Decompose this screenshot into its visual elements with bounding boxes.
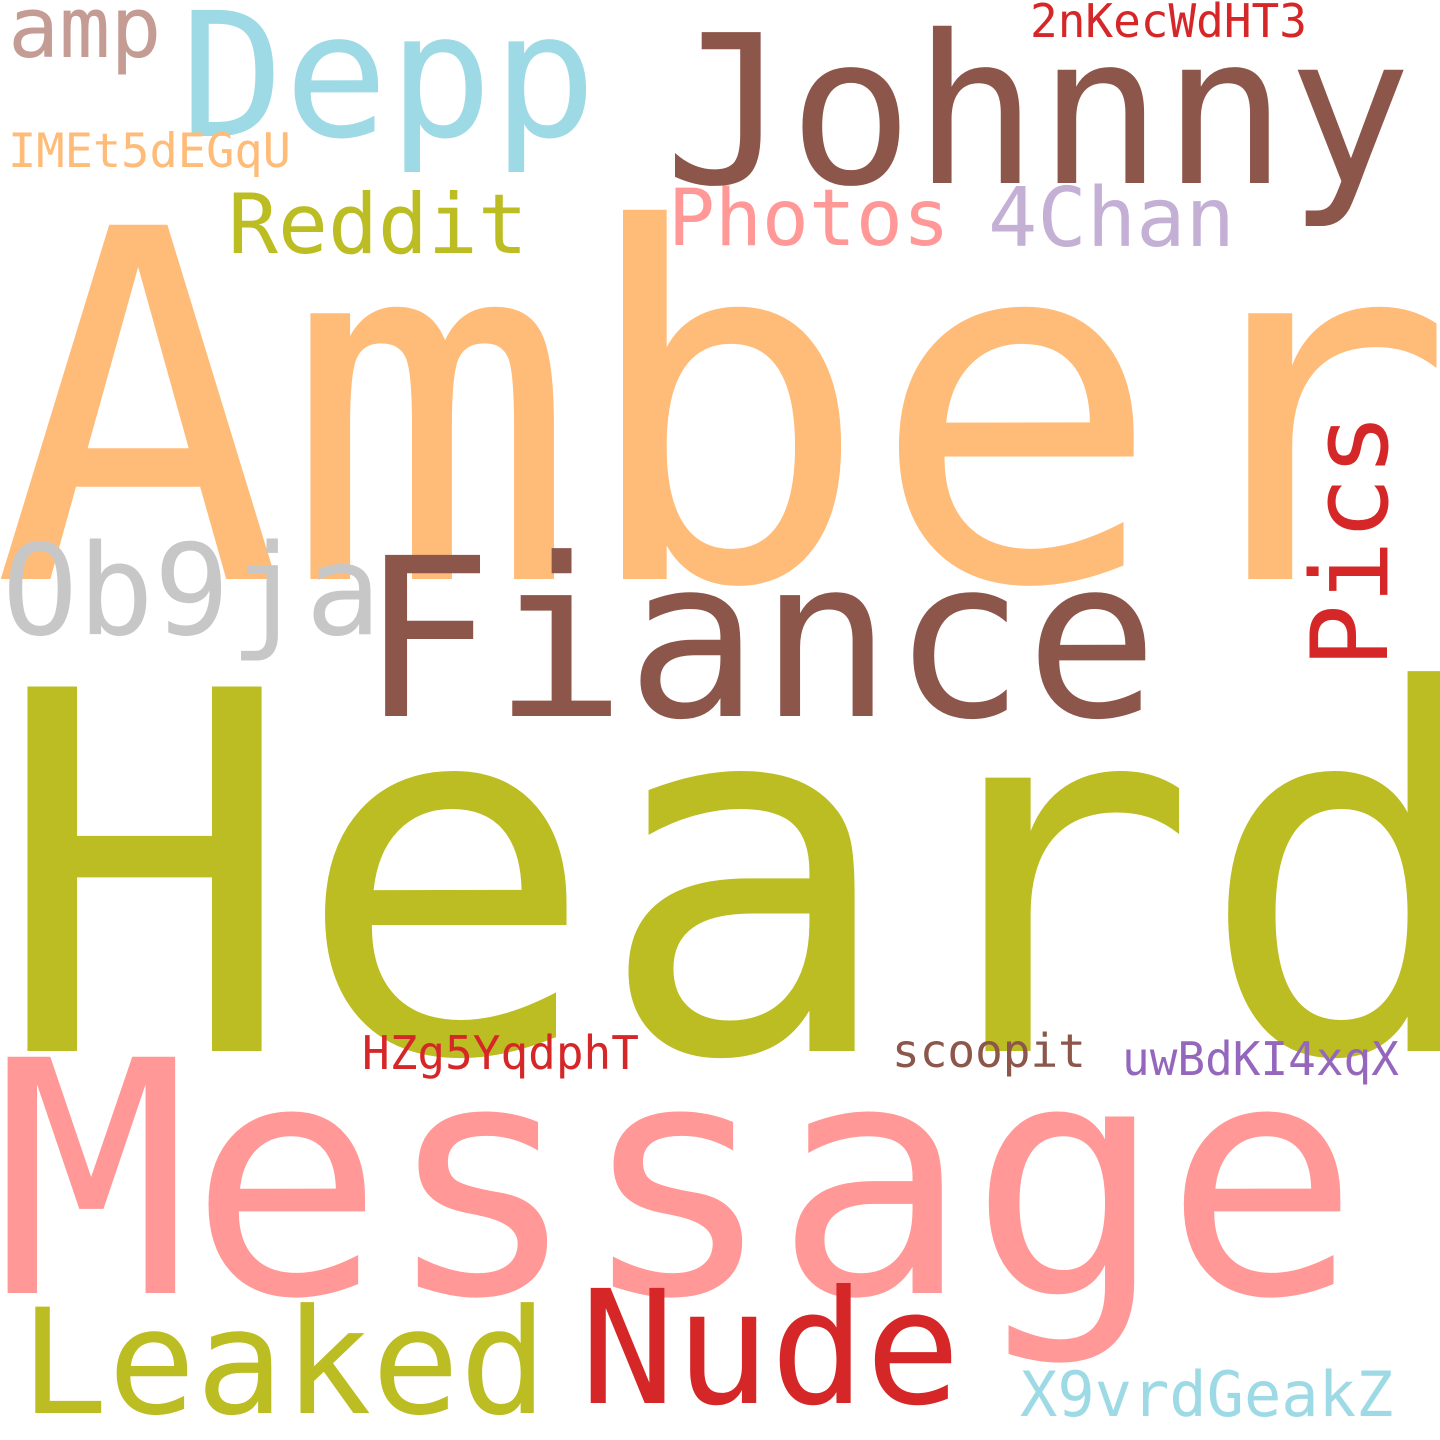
word-hzg5yqdpht: HZg5YqdphT xyxy=(362,1026,639,1080)
word-2nkecwdht3: 2nKecWdHT3 xyxy=(1030,0,1307,48)
word-scoopit: scoopit xyxy=(892,1024,1086,1078)
word-ob9ja: Ob9ja xyxy=(2,517,382,664)
word-heard: Heard xyxy=(0,587,1440,1169)
word-x9vrdgeakz: X9vrdGeakZ xyxy=(1020,1358,1394,1431)
word-amber: Amber xyxy=(0,128,1440,694)
word-nude: Nude xyxy=(580,1257,961,1440)
word-fiance: Fiance xyxy=(360,512,1159,769)
word-depp: Depp xyxy=(180,0,597,177)
word-4chan: 4Chan xyxy=(988,171,1235,266)
word-amp: amp xyxy=(8,0,162,78)
word-imet5degqu: IMEt5dEGqU xyxy=(8,124,291,179)
word-reddit: Reddit xyxy=(228,176,528,273)
word-photos: Photos xyxy=(668,174,950,264)
word-johnny: Johnny xyxy=(664,0,1412,232)
word-message: Message xyxy=(0,993,1360,1370)
word-pics: Pics xyxy=(1289,412,1412,668)
word-leaked: Leaked xyxy=(20,1278,548,1440)
word-uwbdki4xqx: uwBdKI4xqX xyxy=(1122,1032,1399,1086)
